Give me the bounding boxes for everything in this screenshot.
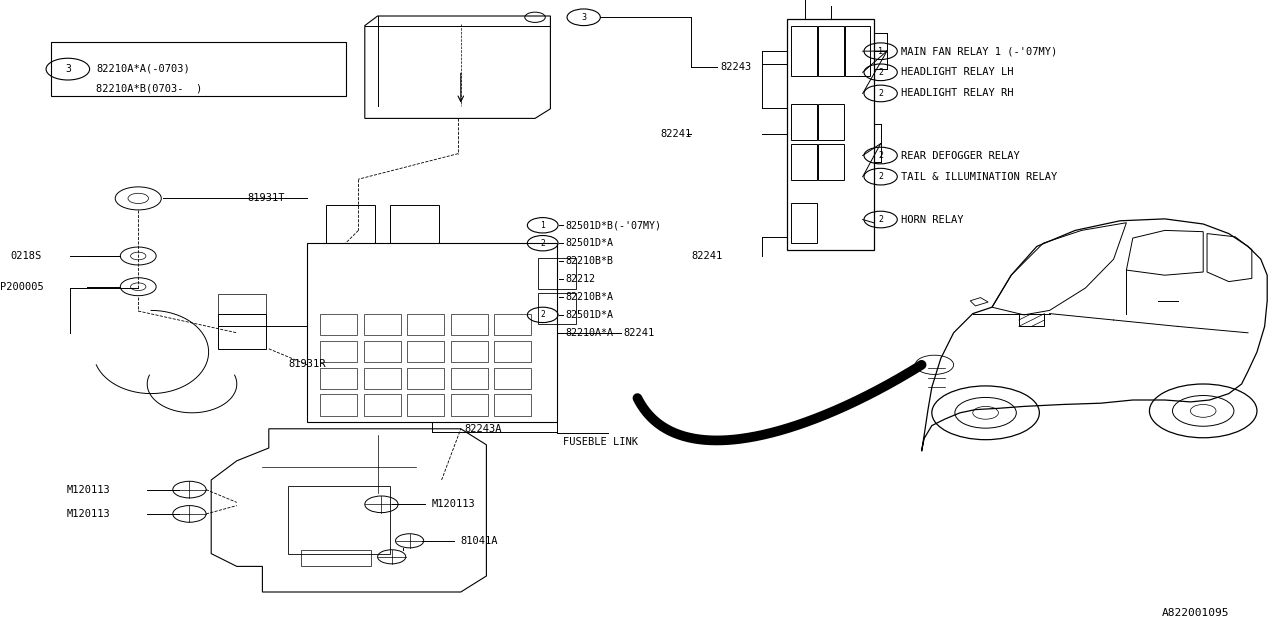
Text: HEADLIGHT RELAY RH: HEADLIGHT RELAY RH: [901, 88, 1014, 99]
Bar: [787, 19, 874, 250]
Bar: [364, 340, 401, 362]
Bar: [288, 486, 390, 554]
Bar: [390, 205, 439, 243]
Bar: [494, 340, 531, 362]
Bar: [451, 367, 488, 389]
Text: 3: 3: [65, 64, 70, 74]
Bar: [538, 293, 576, 324]
Bar: [364, 314, 401, 335]
Text: 0218S: 0218S: [10, 251, 41, 261]
Bar: [364, 394, 401, 416]
Bar: [320, 394, 357, 416]
Bar: [1019, 314, 1044, 326]
Text: 3: 3: [581, 13, 586, 22]
Text: 81931R: 81931R: [288, 358, 325, 369]
Bar: [51, 42, 346, 96]
Bar: [320, 340, 357, 362]
Bar: [494, 314, 531, 335]
Bar: [538, 258, 576, 289]
Text: 82210B*A: 82210B*A: [566, 292, 614, 302]
Text: MAIN FAN RELAY 1 (-'07MY): MAIN FAN RELAY 1 (-'07MY): [901, 46, 1057, 56]
Text: 82241: 82241: [660, 129, 691, 140]
Text: M120113: M120113: [67, 484, 110, 495]
Bar: [791, 104, 817, 140]
Bar: [818, 104, 844, 140]
Text: 82210A*A: 82210A*A: [566, 328, 614, 338]
Text: 82501D*A: 82501D*A: [566, 238, 614, 248]
Bar: [301, 550, 371, 566]
Text: 82210A*A(-0703): 82210A*A(-0703): [96, 63, 189, 74]
Bar: [791, 143, 817, 180]
Bar: [818, 26, 844, 76]
Bar: [407, 340, 444, 362]
Text: 2: 2: [878, 151, 883, 160]
Bar: [364, 367, 401, 389]
Text: FUSEBLE LINK: FUSEBLE LINK: [563, 436, 639, 447]
Bar: [451, 314, 488, 335]
Text: HEADLIGHT RELAY LH: HEADLIGHT RELAY LH: [901, 67, 1014, 77]
Text: A822001095: A822001095: [1161, 608, 1229, 618]
Text: 1: 1: [540, 221, 545, 230]
Text: HORN RELAY: HORN RELAY: [901, 214, 964, 225]
Bar: [494, 394, 531, 416]
Text: P200005: P200005: [0, 282, 44, 292]
Text: 2: 2: [878, 89, 883, 98]
Text: 2: 2: [878, 215, 883, 224]
Text: 2: 2: [540, 239, 545, 248]
Bar: [326, 205, 375, 243]
Text: M120113: M120113: [431, 499, 475, 509]
Bar: [218, 314, 266, 349]
Bar: [791, 26, 817, 76]
Text: REAR DEFOGGER RELAY: REAR DEFOGGER RELAY: [901, 150, 1020, 161]
Bar: [320, 314, 357, 335]
Text: 2: 2: [540, 310, 545, 319]
Bar: [818, 143, 844, 180]
Text: 1: 1: [878, 47, 883, 56]
Text: 82212: 82212: [566, 274, 595, 284]
Text: 82501D*B(-'07MY): 82501D*B(-'07MY): [566, 220, 662, 230]
Bar: [845, 26, 870, 76]
Bar: [407, 394, 444, 416]
Bar: [791, 203, 817, 243]
Text: 82241: 82241: [691, 251, 722, 261]
Text: 81931T: 81931T: [247, 193, 284, 204]
Text: 81041A: 81041A: [461, 536, 498, 546]
Text: 82501D*A: 82501D*A: [566, 310, 614, 320]
Text: 82241: 82241: [623, 328, 654, 338]
Text: 82243A: 82243A: [465, 424, 502, 434]
Text: 82210B*B: 82210B*B: [566, 256, 614, 266]
Text: M120113: M120113: [67, 509, 110, 519]
Bar: [451, 394, 488, 416]
Bar: [451, 340, 488, 362]
Text: 2: 2: [878, 172, 883, 181]
Bar: [407, 314, 444, 335]
Text: TAIL & ILLUMINATION RELAY: TAIL & ILLUMINATION RELAY: [901, 172, 1057, 182]
Bar: [494, 367, 531, 389]
Text: 82210A*B(0703-  ): 82210A*B(0703- ): [96, 83, 202, 93]
Text: 2: 2: [878, 68, 883, 77]
Text: 82243: 82243: [721, 62, 751, 72]
Bar: [320, 367, 357, 389]
Bar: [218, 294, 266, 314]
Bar: [407, 367, 444, 389]
